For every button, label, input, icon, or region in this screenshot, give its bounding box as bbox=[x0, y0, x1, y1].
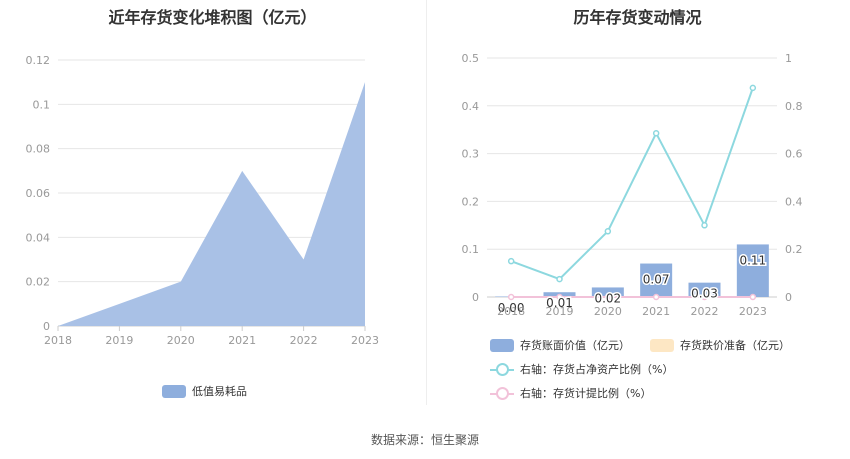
right-point-provision-1 bbox=[556, 293, 563, 301]
right-point-provision-0 bbox=[507, 293, 515, 301]
right-xtick-label-1: 2019 bbox=[546, 305, 574, 318]
left-xtick-label-4: 2022 bbox=[290, 334, 318, 347]
legend-line-provision[interactable]: 右轴：存货计提比例（%） bbox=[490, 385, 651, 401]
data-source-footer: 数据来源：恒生聚源 bbox=[370, 433, 479, 447]
right-ytick-left-label-4: 0.4 bbox=[462, 100, 480, 113]
right-bar-data-label-5: 0.11 bbox=[739, 253, 766, 267]
right-ytick-left-label-3: 0.3 bbox=[462, 148, 480, 161]
right-bar-data-label-0: 0.00 bbox=[498, 301, 525, 315]
legend-bar-book-value[interactable]: 存货账面价值（亿元） bbox=[490, 337, 630, 353]
right-point-ratio-4 bbox=[701, 222, 708, 229]
legend-label-provision: 右轴：存货计提比例（%） bbox=[520, 387, 652, 400]
left-xtick-label-1: 2019 bbox=[105, 334, 133, 347]
right-ytick-right-label-1: 0.2 bbox=[785, 243, 803, 256]
legend-label-book-value: 存货账面价值（亿元） bbox=[520, 339, 630, 352]
left-xtick-label-0: 2018 bbox=[44, 334, 72, 347]
left-area-series-low-value bbox=[58, 82, 365, 327]
right-xtick-label-5: 2023 bbox=[739, 305, 767, 318]
left-ytick-label-1: 0.02 bbox=[26, 276, 51, 289]
left-xtick-label-2: 2020 bbox=[167, 334, 195, 347]
legend-swatch-book-value bbox=[490, 338, 514, 352]
right-point-ratio-1 bbox=[556, 275, 563, 283]
right-ytick-left-label-0: 0 bbox=[472, 291, 479, 304]
legend-label-impairment: 存货跌价准备（亿元） bbox=[680, 339, 790, 352]
right-point-ratio-5 bbox=[749, 84, 757, 92]
right-bar-data-label-3: 0.07 bbox=[643, 273, 670, 287]
right-ytick-left-label-2: 0.2 bbox=[462, 195, 480, 208]
right-point-provision-4 bbox=[701, 293, 708, 301]
legend-bar-impairment[interactable]: 存货跌价准备（亿元） bbox=[650, 337, 790, 353]
right-ytick-left-label-1: 0.1 bbox=[462, 243, 480, 256]
legend-swatch-ratio bbox=[490, 362, 514, 376]
left-legend[interactable]: 低值易耗品 bbox=[162, 383, 247, 399]
right-bar-data-label-4: 0.03 bbox=[691, 287, 718, 301]
right-xtick-label-4: 2022 bbox=[691, 305, 719, 318]
right-ytick-right-label-3: 0.6 bbox=[785, 148, 803, 161]
right-point-ratio-0 bbox=[507, 257, 515, 265]
right-point-provision-2 bbox=[604, 293, 612, 301]
right-ytick-left-label-5: 0.5 bbox=[462, 52, 480, 65]
right-ytick-right-label-5: 1 bbox=[785, 52, 792, 65]
left-xtick-label-3: 2021 bbox=[228, 334, 256, 347]
right-point-provision-5 bbox=[749, 293, 757, 301]
right-point-ratio-2 bbox=[604, 228, 612, 235]
right-line-ratio bbox=[510, 87, 754, 281]
left-chart-title: 近年存货变化堆积图（亿元） bbox=[108, 8, 317, 27]
right-bar-data-label-1: 0.01 bbox=[546, 296, 573, 310]
right-ytick-right-label-2: 0.4 bbox=[785, 195, 803, 208]
right-point-provision-3 bbox=[652, 293, 660, 301]
right-xtick-label-0: 2018 bbox=[497, 305, 525, 318]
right-xtick-label-2: 2020 bbox=[594, 305, 622, 318]
legend-label-low-value: 低值易耗品 bbox=[192, 385, 247, 398]
legend-label-ratio: 右轴：存货占净资产比例（%） bbox=[520, 363, 674, 376]
legend-swatch-low-value bbox=[162, 384, 186, 398]
left-ytick-label-5: 0.1 bbox=[33, 98, 51, 111]
right-point-ratio-3 bbox=[652, 130, 660, 137]
left-ytick-label-2: 0.04 bbox=[26, 231, 51, 244]
right-bar-book-value-3 bbox=[640, 263, 673, 297]
legend-swatch-impairment bbox=[650, 338, 674, 352]
right-chart-title: 历年存货变动情况 bbox=[573, 8, 702, 27]
legend-swatch-provision bbox=[490, 386, 514, 400]
left-ytick-label-4: 0.08 bbox=[26, 143, 51, 156]
right-ytick-right-label-4: 0.8 bbox=[785, 100, 803, 113]
left-ytick-label-0: 0 bbox=[43, 320, 50, 333]
left-ytick-label-6: 0.12 bbox=[26, 54, 51, 67]
right-bar-data-label-2: 0.02 bbox=[594, 291, 621, 305]
left-xtick-label-5: 2023 bbox=[351, 334, 379, 347]
right-bar-book-value-4 bbox=[688, 282, 721, 297]
chart-divider bbox=[426, 0, 427, 405]
right-ytick-right-label-0: 0 bbox=[785, 291, 792, 304]
left-ytick-label-3: 0.06 bbox=[26, 187, 51, 200]
right-xtick-label-3: 2021 bbox=[642, 305, 670, 318]
legend-line-ratio[interactable]: 右轴：存货占净资产比例（%） bbox=[490, 361, 673, 377]
right-bar-book-value-5 bbox=[736, 244, 769, 297]
right-bar-book-value-2 bbox=[591, 287, 624, 297]
